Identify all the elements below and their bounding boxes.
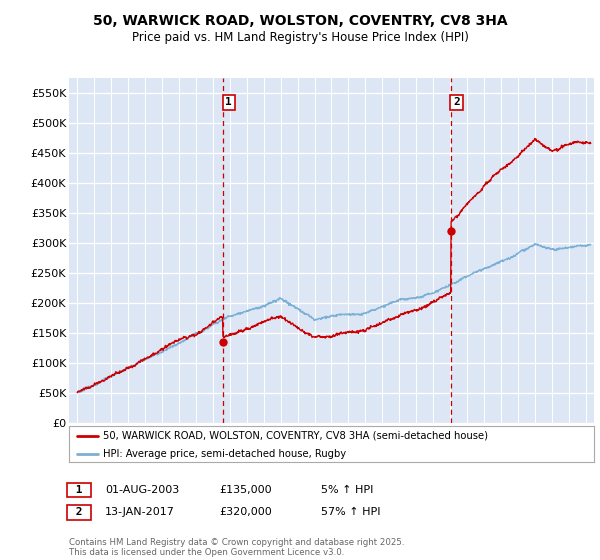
Text: 50, WARWICK ROAD, WOLSTON, COVENTRY, CV8 3HA: 50, WARWICK ROAD, WOLSTON, COVENTRY, CV8…: [92, 14, 508, 28]
Text: 2: 2: [453, 97, 460, 108]
Text: 1: 1: [226, 97, 232, 108]
Text: 5% ↑ HPI: 5% ↑ HPI: [321, 485, 373, 495]
Text: HPI: Average price, semi-detached house, Rugby: HPI: Average price, semi-detached house,…: [103, 449, 346, 459]
Text: 57% ↑ HPI: 57% ↑ HPI: [321, 507, 380, 517]
Text: Price paid vs. HM Land Registry's House Price Index (HPI): Price paid vs. HM Land Registry's House …: [131, 31, 469, 44]
Text: 13-JAN-2017: 13-JAN-2017: [105, 507, 175, 517]
Text: £320,000: £320,000: [219, 507, 272, 517]
Text: 1: 1: [69, 485, 89, 495]
Text: 01-AUG-2003: 01-AUG-2003: [105, 485, 179, 495]
Text: 2: 2: [69, 507, 89, 517]
Text: £135,000: £135,000: [219, 485, 272, 495]
Text: 50, WARWICK ROAD, WOLSTON, COVENTRY, CV8 3HA (semi-detached house): 50, WARWICK ROAD, WOLSTON, COVENTRY, CV8…: [103, 431, 488, 441]
Text: Contains HM Land Registry data © Crown copyright and database right 2025.
This d: Contains HM Land Registry data © Crown c…: [69, 538, 404, 557]
